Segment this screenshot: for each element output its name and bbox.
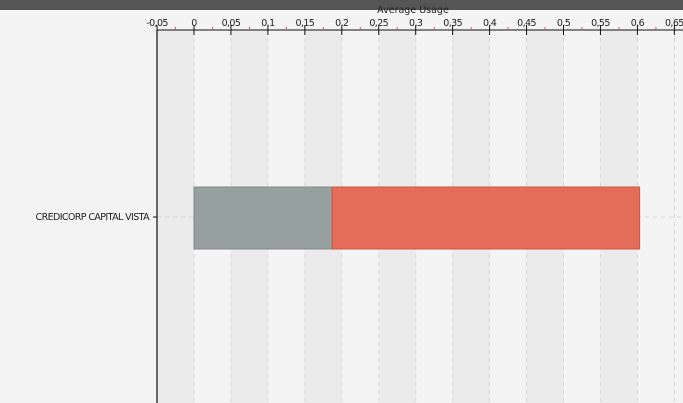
x-tick-label: 0,35 bbox=[443, 18, 462, 29]
x-tick-label: 0,45 bbox=[517, 18, 536, 29]
bar-segment-2 bbox=[331, 186, 641, 250]
y-categories: CREDICORP CAPITAL VISTA bbox=[36, 212, 157, 223]
x-tick-label: 0,4 bbox=[483, 18, 497, 29]
x-tick-label: 0,3 bbox=[409, 18, 423, 29]
window-top-bar bbox=[0, 0, 683, 10]
x-tick-label: 0 bbox=[191, 18, 197, 29]
x-tick-label: 0,6 bbox=[631, 18, 645, 29]
x-tick-label: 0,65 bbox=[665, 18, 683, 29]
x-tick-label: 0,1 bbox=[261, 18, 275, 29]
x-tick-label: -0,05 bbox=[146, 18, 168, 29]
x-tick-label: 0,05 bbox=[222, 18, 241, 29]
x-tick-label: 0,55 bbox=[591, 18, 610, 29]
x-tick-label: 0,15 bbox=[295, 18, 314, 29]
category-label: CREDICORP CAPITAL VISTA bbox=[36, 212, 151, 223]
x-ticks: -0,05 0 0,05 0,1 0,15 0,2 0,25 0,3 0,35 0,4 0,45 0,… bbox=[146, 18, 683, 35]
x-axis-title: Average Usage bbox=[377, 5, 449, 16]
x-tick-label: 0,5 bbox=[557, 18, 571, 29]
x-tick-label: 0,2 bbox=[335, 18, 349, 29]
x-tick-label: 0,25 bbox=[369, 18, 388, 29]
bars bbox=[193, 186, 641, 250]
bar-segment-1 bbox=[193, 186, 333, 250]
